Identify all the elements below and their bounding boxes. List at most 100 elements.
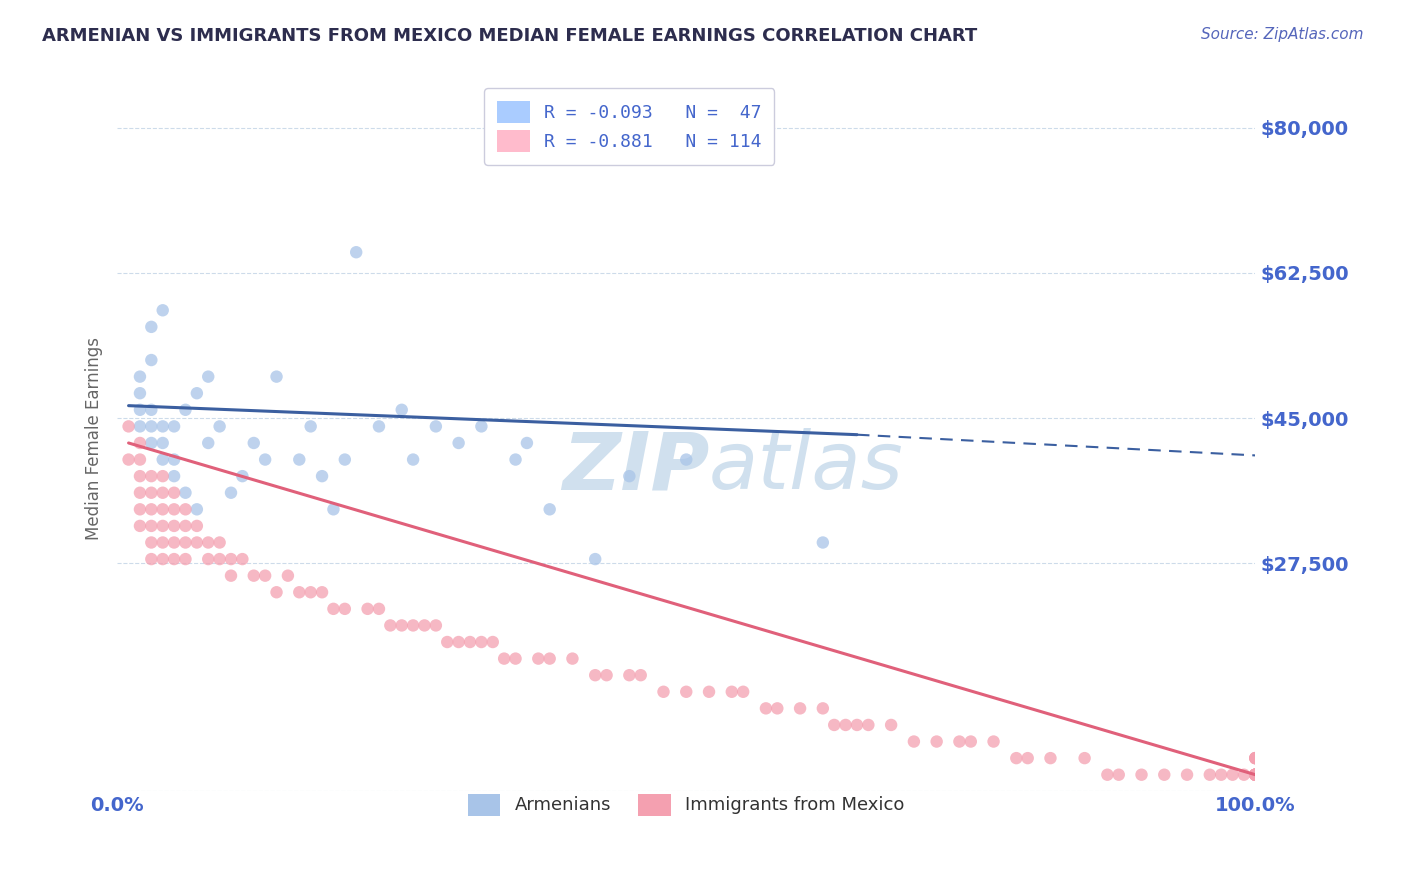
- Point: [1017, 751, 1039, 765]
- Point: [846, 718, 869, 732]
- Point: [186, 502, 208, 516]
- Point: [129, 419, 152, 434]
- Point: [299, 585, 322, 599]
- Point: [266, 585, 288, 599]
- Point: [436, 635, 458, 649]
- Point: [1244, 768, 1267, 782]
- Point: [1244, 768, 1267, 782]
- Point: [152, 303, 174, 318]
- Point: [231, 552, 253, 566]
- Point: [720, 685, 742, 699]
- Point: [983, 734, 1005, 748]
- Point: [152, 469, 174, 483]
- Point: [823, 718, 845, 732]
- Point: [583, 552, 606, 566]
- Point: [141, 519, 163, 533]
- Point: [561, 651, 583, 665]
- Point: [1244, 751, 1267, 765]
- Point: [163, 452, 186, 467]
- Point: [583, 668, 606, 682]
- Point: [1244, 768, 1267, 782]
- Point: [254, 452, 277, 467]
- Point: [152, 485, 174, 500]
- Point: [494, 651, 516, 665]
- Point: [141, 402, 163, 417]
- Point: [141, 353, 163, 368]
- Point: [174, 402, 197, 417]
- Point: [129, 502, 152, 516]
- Y-axis label: Median Female Earnings: Median Female Earnings: [86, 337, 103, 541]
- Point: [1097, 768, 1119, 782]
- Point: [197, 552, 219, 566]
- Point: [1244, 768, 1267, 782]
- Point: [163, 419, 186, 434]
- Point: [141, 319, 163, 334]
- Point: [516, 436, 538, 450]
- Point: [333, 452, 356, 467]
- Point: [470, 419, 492, 434]
- Point: [152, 452, 174, 467]
- Point: [368, 419, 391, 434]
- Point: [789, 701, 811, 715]
- Point: [129, 369, 152, 384]
- Point: [174, 519, 197, 533]
- Point: [447, 436, 470, 450]
- Point: [344, 245, 367, 260]
- Point: [129, 519, 152, 533]
- Point: [152, 535, 174, 549]
- Point: [1244, 768, 1267, 782]
- Point: [299, 419, 322, 434]
- Point: [1130, 768, 1153, 782]
- Point: [288, 452, 311, 467]
- Point: [505, 651, 527, 665]
- Point: [630, 668, 652, 682]
- Point: [1175, 768, 1198, 782]
- Point: [322, 602, 344, 616]
- Point: [117, 452, 139, 467]
- Point: [242, 568, 264, 582]
- Point: [1211, 768, 1233, 782]
- Point: [219, 485, 242, 500]
- Point: [811, 535, 834, 549]
- Point: [277, 568, 299, 582]
- Point: [197, 369, 219, 384]
- Point: [481, 635, 503, 649]
- Point: [697, 685, 720, 699]
- Point: [129, 452, 152, 467]
- Point: [402, 452, 425, 467]
- Point: [619, 469, 641, 483]
- Point: [1244, 768, 1267, 782]
- Point: [141, 469, 163, 483]
- Point: [447, 635, 470, 649]
- Point: [266, 369, 288, 384]
- Point: [368, 602, 391, 616]
- Point: [733, 685, 755, 699]
- Point: [1244, 768, 1267, 782]
- Point: [834, 718, 856, 732]
- Point: [948, 734, 970, 748]
- Point: [505, 452, 527, 467]
- Point: [117, 419, 139, 434]
- Point: [219, 552, 242, 566]
- Point: [619, 668, 641, 682]
- Point: [242, 436, 264, 450]
- Point: [470, 635, 492, 649]
- Point: [333, 602, 356, 616]
- Point: [1244, 751, 1267, 765]
- Point: [129, 469, 152, 483]
- Point: [129, 436, 152, 450]
- Point: [1153, 768, 1175, 782]
- Point: [141, 485, 163, 500]
- Point: [1244, 768, 1267, 782]
- Point: [675, 452, 697, 467]
- Point: [1233, 768, 1256, 782]
- Point: [163, 535, 186, 549]
- Point: [141, 502, 163, 516]
- Point: [356, 602, 378, 616]
- Text: Source: ZipAtlas.com: Source: ZipAtlas.com: [1201, 27, 1364, 42]
- Text: atlas: atlas: [709, 428, 904, 506]
- Point: [129, 485, 152, 500]
- Text: ZIP: ZIP: [561, 428, 709, 506]
- Point: [129, 386, 152, 401]
- Point: [163, 469, 186, 483]
